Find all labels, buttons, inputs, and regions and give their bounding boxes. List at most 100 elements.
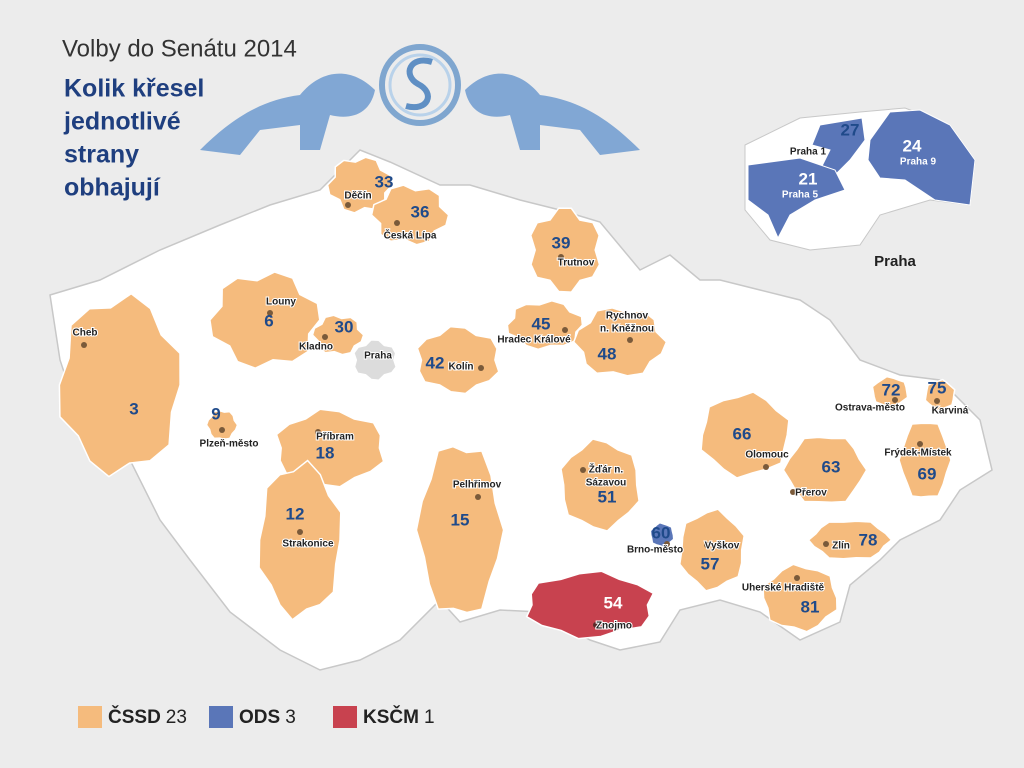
seat-number: 12 — [286, 504, 305, 523]
seat-number: 72 — [882, 380, 901, 399]
district-label: Děčín — [344, 191, 371, 202]
subtitle-line: jednotlivé — [63, 108, 181, 136]
seat-number: 75 — [928, 378, 947, 397]
district-shape — [58, 292, 181, 478]
legend-label: ČSSD 23 — [108, 706, 187, 728]
district-label: Hradec Králové — [497, 335, 571, 346]
seat-number: 33 — [375, 172, 394, 191]
district-label: Trutnov — [558, 258, 595, 269]
district-shape — [782, 436, 868, 503]
seat-number: 63 — [822, 457, 841, 476]
inset-title: Praha — [874, 253, 916, 270]
district-label: Louny — [266, 297, 296, 308]
district-label: Praha 9 — [900, 157, 937, 168]
seat-number: 3 — [129, 399, 138, 418]
district-label: Uherské Hradiště — [742, 583, 825, 594]
city-dot — [892, 397, 898, 403]
district-label: n. Kněžnou — [600, 324, 654, 335]
city-dot — [475, 494, 481, 500]
city-dot — [917, 441, 923, 447]
legend-count: 3 — [285, 707, 296, 728]
seat-number: 18 — [316, 443, 335, 462]
legend-swatch — [209, 706, 233, 728]
inset-district — [747, 157, 846, 240]
seat-number: 15 — [451, 510, 470, 529]
district-label: Zlín — [832, 541, 850, 552]
district-shape — [679, 508, 745, 592]
district-shape — [205, 409, 239, 441]
seat-number: 66 — [733, 424, 752, 443]
district-label: Strakonice — [282, 539, 334, 550]
district-label: Praha — [364, 351, 392, 362]
city-dot — [558, 254, 564, 260]
district-shape — [871, 375, 909, 409]
seat-number: 45 — [532, 314, 551, 333]
district-label: Sázavou — [586, 478, 627, 489]
seat-number: 60 — [652, 523, 671, 542]
district-label: Plzeň-město — [200, 439, 259, 450]
district-shape — [370, 184, 450, 246]
seat-number: 39 — [552, 233, 571, 252]
subtitle: Kolik křesel jednotlivé strany obhajují — [63, 75, 204, 202]
district-shape — [529, 207, 601, 293]
title: Volby do Senátu 2014 — [62, 35, 297, 62]
city-dot — [790, 489, 796, 495]
district-shape — [525, 570, 655, 640]
district-shape — [898, 422, 952, 498]
district-shape — [560, 438, 640, 532]
district-label: Přerov — [795, 488, 827, 499]
district-label: Česká Lípa — [384, 229, 437, 242]
city-dot — [664, 541, 670, 547]
logo — [200, 44, 640, 155]
legend-swatch — [78, 706, 102, 728]
city-dot — [627, 337, 633, 343]
seat-number: 36 — [411, 202, 430, 221]
legend-label: ODS 3 — [239, 707, 296, 728]
city-dot — [478, 365, 484, 371]
district-label: Cheb — [73, 328, 98, 339]
seat-number: 48 — [598, 344, 617, 363]
district-label: Příbram — [316, 432, 354, 443]
district-shape — [762, 563, 838, 633]
district-shape — [416, 325, 500, 395]
seat-number: 30 — [335, 317, 354, 336]
district-shape — [924, 378, 956, 412]
district-label: Rychnov — [606, 311, 649, 322]
city-dot — [593, 622, 599, 628]
city-dot — [763, 464, 769, 470]
seat-number: 57 — [701, 554, 720, 573]
legend-count: 1 — [424, 707, 435, 728]
district-label: Vyškov — [705, 541, 740, 552]
district-shape — [209, 271, 321, 370]
seat-number: 42 — [426, 353, 445, 372]
seat-number: 51 — [598, 487, 617, 506]
district-label: Karviná — [932, 406, 969, 417]
city-dot — [219, 427, 225, 433]
seat-number: 6 — [264, 311, 273, 330]
legend-party: KSČM — [363, 706, 419, 728]
city-dot — [322, 334, 328, 340]
district-label: Brno-město — [627, 545, 683, 556]
district-shape — [572, 307, 668, 377]
city-dot — [562, 327, 568, 333]
district-label: Kladno — [299, 342, 333, 353]
subtitle-line: strany — [64, 141, 139, 169]
district-label: Žďár n. — [589, 463, 624, 476]
district-label: Kolín — [449, 362, 474, 373]
district-label: Olomouc — [745, 450, 789, 461]
city-dot — [81, 342, 87, 348]
district-shape — [258, 459, 342, 621]
prague-inset: 27 Praha 1 24 Praha 9 21 Praha 5 Praha — [744, 107, 976, 270]
district-shape — [807, 520, 893, 560]
legend-swatch — [333, 706, 357, 728]
district-label: Ostrava-město — [835, 403, 905, 414]
district-label: Pelhřimov — [453, 480, 502, 491]
district-shape — [311, 314, 365, 356]
city-dot — [345, 202, 351, 208]
city-dot — [934, 398, 940, 404]
city-dot — [823, 541, 829, 547]
city-dot — [580, 467, 586, 473]
legend-party: ČSSD — [108, 706, 161, 728]
district-label: Frýdek-Místek — [884, 448, 952, 459]
